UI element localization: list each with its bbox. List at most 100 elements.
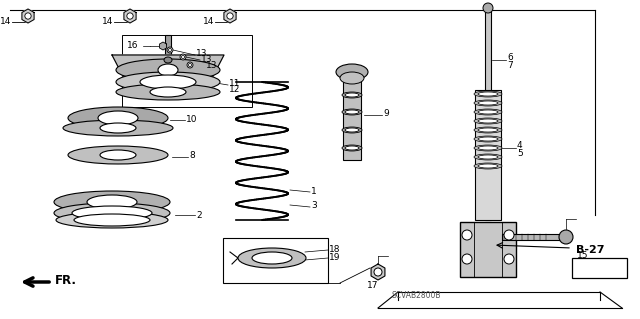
Polygon shape: [124, 9, 136, 23]
Ellipse shape: [474, 118, 502, 124]
Ellipse shape: [478, 164, 498, 168]
Ellipse shape: [342, 109, 362, 115]
Circle shape: [227, 13, 233, 19]
Polygon shape: [112, 55, 224, 82]
Bar: [485, 5, 491, 220]
Text: 14: 14: [102, 18, 113, 26]
Bar: [502, 234, 562, 240]
Text: 4: 4: [517, 142, 523, 151]
Ellipse shape: [158, 64, 178, 76]
Text: 18: 18: [329, 244, 340, 254]
Ellipse shape: [474, 154, 502, 160]
Ellipse shape: [68, 146, 168, 164]
Text: 2: 2: [196, 211, 202, 219]
Ellipse shape: [474, 109, 502, 115]
Circle shape: [462, 230, 472, 240]
Ellipse shape: [54, 203, 170, 223]
Text: 8: 8: [189, 152, 195, 160]
Polygon shape: [22, 9, 34, 23]
Ellipse shape: [478, 128, 498, 132]
Text: 13: 13: [196, 49, 207, 58]
Text: 13: 13: [201, 56, 212, 64]
Circle shape: [504, 230, 514, 240]
Ellipse shape: [342, 127, 362, 133]
Ellipse shape: [238, 248, 306, 268]
Text: B-27: B-27: [576, 245, 605, 255]
Text: 10: 10: [186, 115, 198, 124]
Ellipse shape: [98, 111, 138, 125]
Ellipse shape: [345, 146, 359, 150]
Circle shape: [167, 47, 173, 53]
Ellipse shape: [340, 72, 364, 84]
Text: 3: 3: [311, 202, 317, 211]
Bar: [122, 35, 252, 107]
Ellipse shape: [478, 137, 498, 141]
Text: 6: 6: [507, 54, 513, 63]
Ellipse shape: [116, 72, 220, 92]
Ellipse shape: [68, 107, 168, 129]
Ellipse shape: [116, 84, 220, 100]
Text: 12: 12: [229, 85, 241, 94]
Bar: [223, 238, 328, 283]
Circle shape: [127, 13, 133, 19]
Ellipse shape: [252, 252, 292, 264]
Text: 5: 5: [517, 150, 523, 159]
Text: 13: 13: [206, 61, 218, 70]
Circle shape: [374, 268, 382, 276]
Circle shape: [25, 13, 31, 19]
Ellipse shape: [63, 120, 173, 136]
Circle shape: [180, 54, 186, 60]
Ellipse shape: [478, 92, 498, 96]
Ellipse shape: [54, 191, 170, 213]
Ellipse shape: [474, 127, 502, 133]
Text: 16: 16: [127, 41, 138, 50]
Circle shape: [187, 62, 193, 68]
Ellipse shape: [345, 110, 359, 114]
Polygon shape: [224, 9, 236, 23]
Text: 1: 1: [311, 187, 317, 196]
Ellipse shape: [150, 87, 186, 97]
Text: 19: 19: [329, 253, 340, 262]
Ellipse shape: [478, 155, 498, 159]
Bar: [572, 258, 627, 278]
Polygon shape: [371, 264, 385, 280]
Ellipse shape: [474, 91, 502, 97]
Ellipse shape: [474, 163, 502, 169]
Ellipse shape: [478, 110, 498, 114]
Ellipse shape: [100, 150, 136, 160]
Circle shape: [182, 56, 184, 58]
Circle shape: [168, 48, 172, 51]
Ellipse shape: [56, 212, 168, 228]
Ellipse shape: [559, 230, 573, 244]
Text: 17: 17: [367, 281, 379, 291]
Text: 7: 7: [507, 62, 513, 70]
Ellipse shape: [74, 214, 150, 226]
Ellipse shape: [345, 93, 359, 97]
Ellipse shape: [336, 64, 368, 80]
Ellipse shape: [478, 101, 498, 105]
Ellipse shape: [345, 128, 359, 132]
Bar: [460, 222, 516, 277]
Text: FR.: FR.: [55, 275, 77, 287]
Text: 14: 14: [203, 18, 214, 26]
Circle shape: [462, 254, 472, 264]
Text: 15: 15: [577, 250, 589, 259]
Circle shape: [504, 254, 514, 264]
Text: 9: 9: [383, 109, 388, 118]
Bar: [343, 80, 361, 160]
Ellipse shape: [478, 119, 498, 123]
Ellipse shape: [87, 195, 137, 209]
Ellipse shape: [140, 75, 196, 89]
Ellipse shape: [483, 3, 493, 13]
Text: 14: 14: [0, 18, 12, 26]
Bar: [165, 35, 171, 65]
Ellipse shape: [72, 206, 152, 220]
Ellipse shape: [478, 146, 498, 150]
Polygon shape: [159, 42, 166, 50]
Ellipse shape: [100, 123, 136, 133]
Ellipse shape: [474, 100, 502, 106]
Ellipse shape: [116, 59, 220, 81]
Ellipse shape: [342, 92, 362, 98]
Text: 11: 11: [229, 78, 241, 87]
Ellipse shape: [342, 145, 362, 151]
